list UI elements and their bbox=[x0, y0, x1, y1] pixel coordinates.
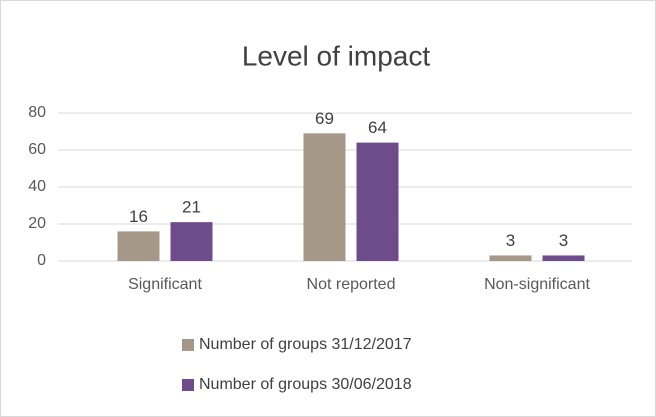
data-label: 21 bbox=[182, 198, 201, 217]
y-tick-label: 40 bbox=[28, 178, 46, 195]
data-label: 64 bbox=[368, 118, 387, 137]
x-tick-label: Not reported bbox=[307, 276, 396, 293]
data-label: 69 bbox=[315, 109, 334, 128]
bar bbox=[489, 255, 532, 261]
data-label: 3 bbox=[559, 231, 568, 250]
x-tick-label: Significant bbox=[128, 276, 202, 293]
y-tick-label: 20 bbox=[28, 215, 46, 232]
legend-swatch bbox=[182, 379, 194, 391]
y-tick-label: 80 bbox=[28, 104, 46, 121]
bar bbox=[356, 142, 399, 261]
data-label: 3 bbox=[506, 231, 515, 250]
y-tick-label: 60 bbox=[28, 141, 46, 158]
bar bbox=[303, 133, 346, 261]
bar bbox=[542, 255, 585, 261]
legend-label: Number of groups 30/06/2018 bbox=[199, 376, 412, 393]
legend-swatch bbox=[182, 339, 194, 351]
data-label: 16 bbox=[129, 207, 148, 226]
y-tick-label: 0 bbox=[37, 252, 46, 269]
bar bbox=[170, 222, 213, 261]
x-tick-label: Non-significant bbox=[484, 276, 590, 293]
chart-title: Level of impact bbox=[242, 40, 431, 71]
legend-label: Number of groups 31/12/2017 bbox=[199, 336, 412, 353]
bar bbox=[117, 231, 160, 261]
